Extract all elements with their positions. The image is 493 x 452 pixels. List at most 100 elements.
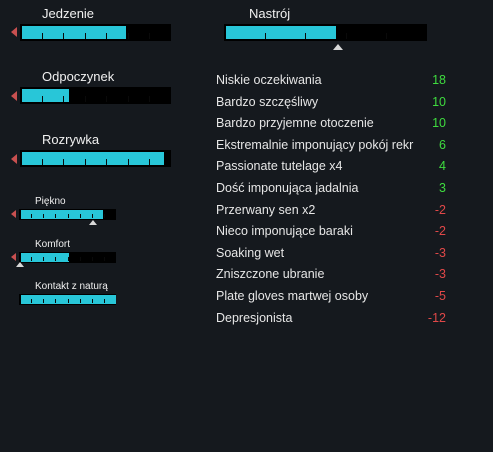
thought-row[interactable]: Zniszczone ubranie -3: [216, 267, 446, 285]
bar-tick: [63, 96, 64, 102]
thought-label: Passionate tutelage x4: [216, 159, 343, 174]
thought-value: -5: [434, 289, 446, 303]
bar-tick: [68, 214, 69, 218]
need-food-bar: [20, 24, 171, 41]
bar-tick: [128, 33, 129, 39]
need-outdoors-bar: [19, 294, 116, 305]
need-rest-bar: [20, 87, 171, 104]
need-rest-arrow-icon: [11, 91, 17, 101]
thought-value: 3: [439, 181, 446, 195]
bar-tick: [63, 159, 64, 165]
need-joy-bar: [20, 150, 171, 167]
bar-tick: [92, 214, 93, 218]
bar-tick: [128, 96, 129, 102]
thought-row[interactable]: Bardzo szczęśliwy 10: [216, 95, 446, 113]
thought-value: 6: [439, 137, 446, 152]
thought-row[interactable]: Przerwany sen x2 -2: [216, 203, 446, 221]
thought-row[interactable]: Ekstremalnie imponujący pokój rekr 6: [216, 138, 446, 156]
bar-tick: [31, 257, 32, 261]
need-comfort-bar: [19, 252, 116, 263]
thought-value: 10: [432, 94, 446, 109]
bar-tick: [149, 96, 150, 102]
bar-tick: [43, 257, 44, 261]
mood-bar: [224, 24, 427, 41]
thought-row[interactable]: Niskie oczekiwania 18: [216, 73, 446, 91]
thought-row[interactable]: Plate gloves martwej osoby -5: [216, 289, 446, 307]
thought-value: -3: [434, 267, 446, 282]
need-joy-arrow-icon: [11, 154, 17, 164]
thought-value: -12: [427, 310, 446, 325]
bar-tick: [55, 257, 56, 261]
bar-tick: [43, 214, 44, 218]
bar-tick: [31, 214, 32, 218]
thought-value: 4: [439, 159, 446, 174]
bar-tick: [104, 257, 105, 261]
bar-tick: [31, 299, 32, 303]
bar-tick: [104, 299, 105, 303]
thought-label: Nieco imponujące baraki: [216, 224, 353, 239]
thought-label: Dość imponująca jadalnia: [216, 181, 359, 195]
need-beauty-bar: [19, 209, 116, 220]
thought-row[interactable]: Bardzo przyjemne otoczenie 10: [216, 116, 446, 134]
thought-value: -2: [434, 224, 446, 239]
bar-tick: [106, 96, 107, 102]
bar-tick: [80, 257, 81, 261]
bar-tick: [85, 159, 86, 165]
bar-tick: [43, 299, 44, 303]
thought-label: Plate gloves martwej osoby: [216, 289, 369, 303]
need-rest-label: Odpoczynek: [42, 69, 115, 84]
need-joy-label: Rozrywka: [42, 132, 100, 147]
need-food-fill: [22, 26, 126, 39]
bar-tick: [149, 33, 150, 39]
bar-tick: [128, 159, 129, 165]
mood-threshold-icon: [333, 44, 343, 50]
thought-row[interactable]: Depresjonista -12: [216, 311, 446, 329]
mood-label: Nastrój: [249, 6, 291, 21]
need-food-label: Jedzenie: [42, 6, 95, 21]
bar-tick: [386, 33, 387, 39]
thought-label: Bardzo szczęśliwy: [216, 94, 319, 109]
need-beauty-label: Piękno: [35, 196, 66, 207]
bar-tick: [80, 299, 81, 303]
bar-tick: [106, 33, 107, 39]
thought-label: Niskie oczekiwania: [216, 73, 322, 87]
bar-tick: [265, 33, 266, 39]
bar-tick: [85, 33, 86, 39]
need-rest-fill: [22, 89, 69, 102]
thought-row[interactable]: Passionate tutelage x4 4: [216, 159, 446, 177]
bar-tick: [85, 96, 86, 102]
bar-tick: [346, 33, 347, 39]
thought-label: Ekstremalnie imponujący pokój rekr: [216, 137, 414, 152]
thought-row[interactable]: Soaking wet -3: [216, 246, 446, 264]
thought-value: -3: [434, 245, 446, 260]
bar-tick: [92, 299, 93, 303]
thought-label: Soaking wet: [216, 245, 285, 260]
bar-tick: [42, 159, 43, 165]
bar-tick: [149, 159, 150, 165]
need-comfort-label: Komfort: [35, 239, 71, 250]
thought-value: 10: [432, 116, 446, 131]
thought-row[interactable]: Nieco imponujące baraki -2: [216, 224, 446, 242]
mood-fill: [226, 26, 336, 39]
need-food-arrow-icon: [11, 27, 17, 37]
thought-value: -2: [434, 202, 446, 217]
bar-tick: [55, 299, 56, 303]
bar-tick: [104, 214, 105, 218]
need-outdoors-label: Kontakt z naturą: [35, 281, 108, 292]
need-beauty-arrow-icon: [11, 210, 16, 218]
bar-tick: [55, 214, 56, 218]
thought-row[interactable]: Dość imponująca jadalnia 3: [216, 181, 446, 199]
thought-label: Depresjonista: [216, 310, 293, 325]
need-beauty-threshold-icon: [89, 220, 97, 225]
bar-tick: [92, 257, 93, 261]
thought-label: Zniszczone ubranie: [216, 267, 325, 282]
thought-label: Przerwany sen x2: [216, 202, 316, 217]
need-comfort-fill: [21, 253, 69, 262]
need-comfort-arrow-icon: [11, 253, 16, 261]
bar-tick: [80, 214, 81, 218]
bar-tick: [42, 33, 43, 39]
need-comfort-threshold-icon: [16, 262, 24, 267]
thought-value: 18: [432, 73, 446, 87]
thought-label: Bardzo przyjemne otoczenie: [216, 116, 374, 131]
need-joy-fill: [22, 152, 164, 165]
